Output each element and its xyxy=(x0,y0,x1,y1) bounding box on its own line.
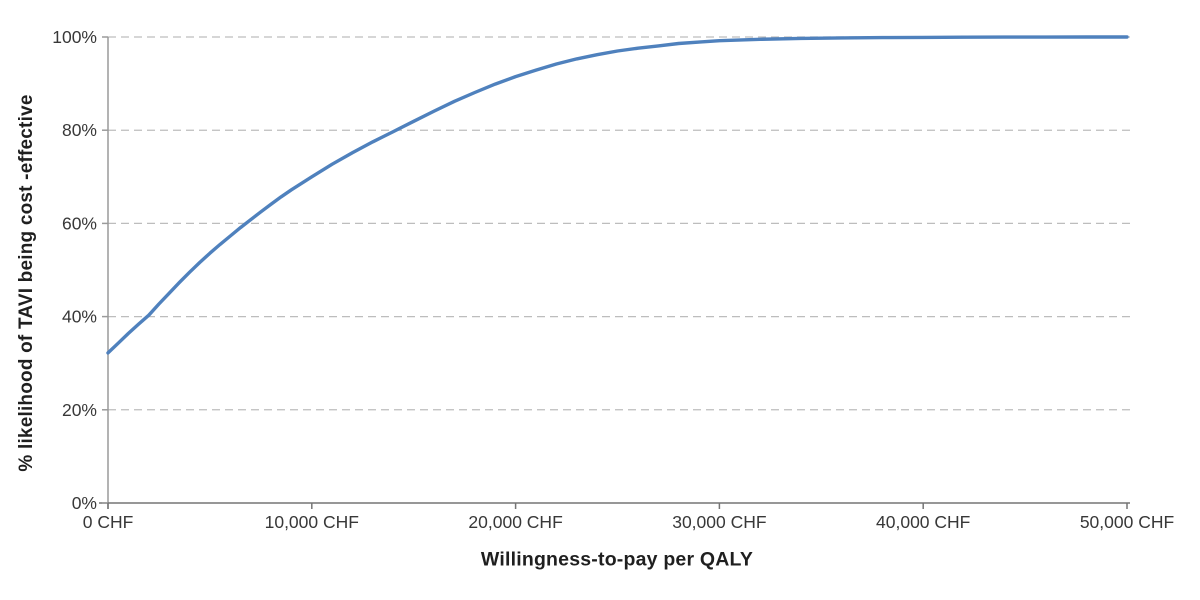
x-tick-label: 0 CHF xyxy=(83,512,134,532)
x-tick-label: 40,000 CHF xyxy=(876,512,970,532)
y-tick-label: 60% xyxy=(62,213,97,233)
y-tick-label: 20% xyxy=(62,400,97,420)
y-axis-title: % likelihood of TAVI being cost -effecti… xyxy=(16,94,37,472)
x-tick-label: 10,000 CHF xyxy=(265,512,359,532)
x-axis-title: Willingness-to-pay per QALY xyxy=(480,548,754,571)
y-tick-label: 80% xyxy=(62,120,97,140)
x-tick-label: 30,000 CHF xyxy=(672,512,766,532)
x-tick-label: 20,000 CHF xyxy=(468,512,562,532)
y-tick-label: 40% xyxy=(62,307,97,327)
y-tick-label: 0% xyxy=(72,493,97,513)
ceac-curve-line xyxy=(106,35,1129,355)
x-tick-label: 50,000 CHF xyxy=(1080,512,1174,532)
y-tick-label: 100% xyxy=(52,27,97,47)
